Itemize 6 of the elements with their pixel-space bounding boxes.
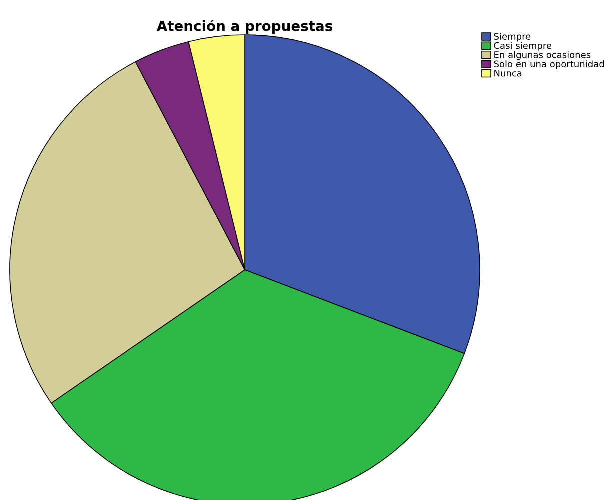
legend-label: Casi siempre xyxy=(494,42,552,51)
legend-label: En algunas ocasiones xyxy=(494,51,591,60)
legend-label: Nunca xyxy=(494,70,522,77)
chart-title: Atención a propuestas xyxy=(156,20,332,34)
legend-label: Siempre xyxy=(494,33,531,42)
legend-label: Solo en una oportunidad xyxy=(494,60,604,70)
